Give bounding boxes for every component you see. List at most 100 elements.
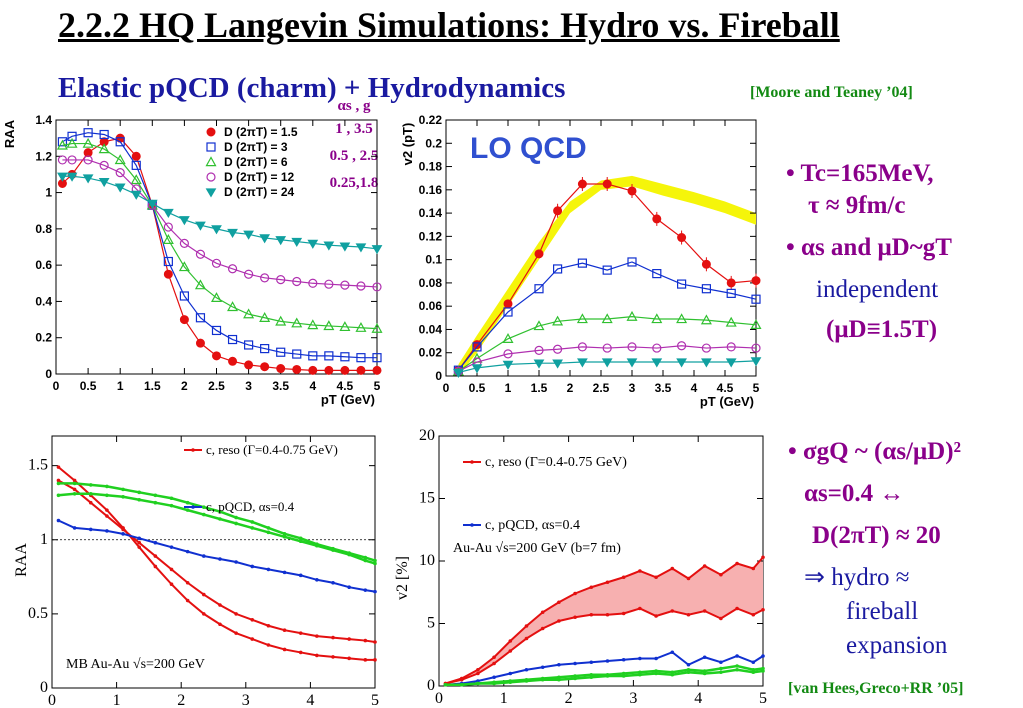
y-tick-label: 20 [419,428,435,444]
bullet-independent: independent [816,276,939,303]
data-point [540,677,545,682]
data-point [508,680,513,685]
data-point [331,635,335,640]
data-point [243,230,254,240]
data-point [282,570,287,575]
data-point [638,606,642,611]
x-tick-label: 4 [691,381,698,395]
data-point [476,671,480,676]
data-point [719,670,723,675]
data-point [324,351,334,361]
series-line [62,132,377,359]
plot-frame [438,435,764,687]
data-point [178,261,190,272]
data-point [324,365,334,375]
data-point [371,245,383,255]
data-point [589,612,594,617]
data-point [340,280,350,290]
data-point [626,358,638,368]
data-point [66,137,78,148]
data-point [751,294,761,304]
data-point [363,638,368,643]
x-tick-label: 2.5 [208,379,225,393]
data-point [540,665,545,670]
data-point [266,526,271,530]
data-point [250,564,255,569]
data-point [205,188,217,198]
data-point [503,307,513,317]
data-point [735,664,739,668]
data-point [315,543,319,548]
data-point [534,249,544,259]
y-tick-label: 1.2 [35,149,52,163]
x-tick-label: 4 [694,690,702,707]
data-point [476,681,480,686]
data-point [275,315,287,326]
x-tick-label: 5 [753,381,760,395]
data-point [191,448,195,452]
bullet-fireball: fireball [846,598,919,625]
data-point [114,154,126,165]
data-point [677,341,687,351]
data-point [323,320,335,331]
data-point [677,279,687,289]
data-point [700,314,712,325]
data-point [88,500,93,505]
data-point [72,481,77,486]
data-point [670,650,675,655]
theory-band [458,175,756,376]
data-point [621,611,626,616]
data-point [292,349,302,359]
data-point [308,365,318,375]
data-point [121,494,125,499]
legend-label: D (2πT) = 1.5 [224,125,298,139]
data-point [652,269,662,279]
data-point [761,666,765,671]
data-point [557,677,561,682]
data-point [524,624,529,628]
data-point [605,580,610,585]
data-point [282,628,287,632]
data-point [114,183,126,193]
y-tick-label: 1.5 [28,457,48,474]
data-point [105,508,109,512]
data-point [250,526,255,530]
series-line [62,137,377,371]
data-point [686,576,691,581]
data-point [356,281,366,291]
data-point [56,478,61,483]
data-point [72,492,77,496]
data-point [195,221,206,231]
data-point [282,647,287,652]
data-point [211,258,222,268]
data-point [163,256,173,267]
data-point [315,577,319,582]
chart-annotation: MB Au-Au √s=200 GeV [66,657,205,672]
data-point [56,465,61,469]
data-point [331,580,335,585]
data-point [185,508,190,512]
data-point [725,316,737,327]
data-point [702,609,707,613]
data-point [701,358,712,368]
data-point [761,669,765,673]
data-point [589,672,594,677]
data-point [259,312,271,322]
data-point [443,682,448,687]
data-point [250,520,255,524]
data-point [339,321,351,332]
data-point [259,234,271,244]
data-point [57,137,68,147]
y-tick-label: 0.16 [419,183,443,197]
data-point [589,585,594,590]
data-point [589,675,594,680]
data-point [179,291,189,301]
data-point [470,460,474,464]
data-point [638,670,642,675]
y-tick-label: 0.02 [419,346,443,360]
data-point [670,672,675,677]
bullet-mud: (μD≡1.5T) [826,316,938,343]
y-tick-label: 0.5 [28,605,48,622]
data-point [621,671,626,676]
data-point [250,637,255,641]
